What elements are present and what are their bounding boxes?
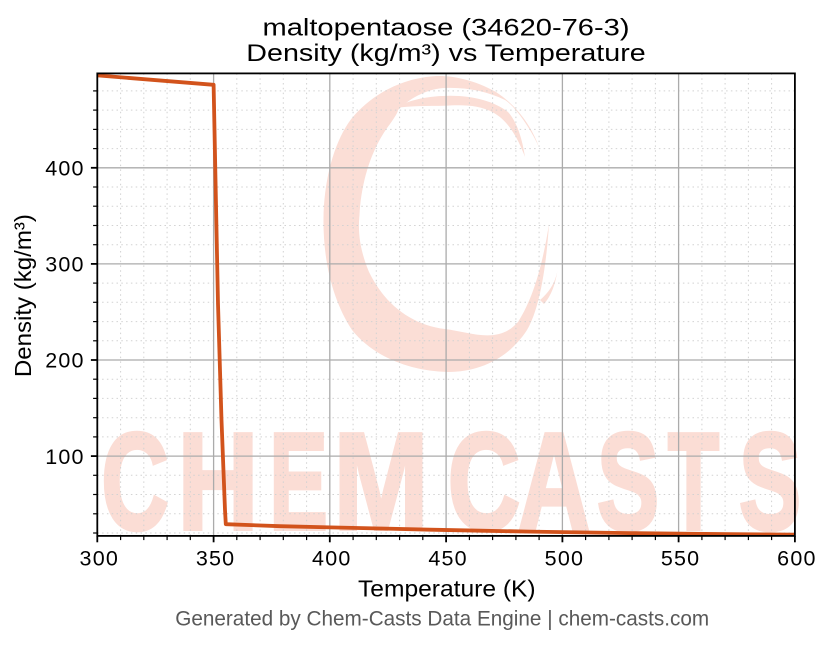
svg-text:Density (kg/m³): Density (kg/m³) <box>10 214 35 377</box>
svg-text:400: 400 <box>45 157 84 181</box>
svg-text:400: 400 <box>312 546 351 570</box>
svg-text:E: E <box>269 404 328 559</box>
svg-text:450: 450 <box>428 546 467 570</box>
svg-text:H: H <box>177 403 259 559</box>
svg-text:Generated by Chem-Casts Data E: Generated by Chem-Casts Data Engine | ch… <box>175 607 709 630</box>
svg-text:500: 500 <box>545 546 584 570</box>
svg-text:Density (kg/m³) vs Temperature: Density (kg/m³) vs Temperature <box>246 39 645 66</box>
svg-text:C: C <box>101 405 169 560</box>
svg-text:100: 100 <box>45 445 84 469</box>
svg-text:maltopentaose (34620-76-3): maltopentaose (34620-76-3) <box>262 14 629 41</box>
svg-text:300: 300 <box>45 253 84 277</box>
svg-text:300: 300 <box>80 546 119 570</box>
svg-text:600: 600 <box>777 546 816 570</box>
svg-text:200: 200 <box>45 349 84 373</box>
svg-text:350: 350 <box>196 546 235 570</box>
svg-text:Temperature (K): Temperature (K) <box>358 576 536 602</box>
svg-text:550: 550 <box>661 546 700 570</box>
svg-text:C: C <box>448 404 521 559</box>
